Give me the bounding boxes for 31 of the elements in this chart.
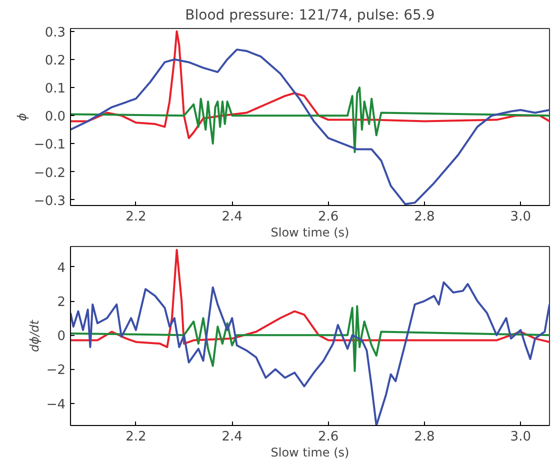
line-series — [70, 305, 550, 372]
y-tick-label: 0 — [57, 329, 66, 344]
y-tick-label: 0.0 — [44, 110, 66, 125]
x-tick-label: 2.2 — [126, 210, 146, 224]
line-series — [70, 30, 550, 140]
x-axis-title: Slow time (s) — [270, 446, 350, 460]
x-tick-label: 2.8 — [414, 430, 435, 444]
x-tick-label: 3.0 — [510, 430, 531, 444]
y-tick-label: 0.1 — [44, 82, 66, 96]
y-axis-title: ϕ — [14, 112, 29, 121]
x-axis-title: Slow time (s) — [270, 226, 350, 240]
y-tick-label: −0.2 — [34, 166, 66, 181]
y-tick-label: −2 — [46, 363, 66, 378]
x-tick-label: 2.6 — [318, 430, 339, 444]
x-tick-label: 2.2 — [126, 430, 146, 444]
line-series — [70, 248, 550, 348]
x-tick-label: 2.4 — [222, 210, 242, 224]
y-tick-label: 2 — [57, 295, 66, 310]
y-tick-label: 4 — [57, 260, 66, 276]
x-tick-label: 3.0 — [510, 210, 531, 224]
x-tick-label: 2.6 — [318, 210, 339, 224]
y-tick-label: 0.2 — [44, 53, 66, 68]
y-tick-label: −0.3 — [34, 194, 66, 209]
y-tick-label: 0.3 — [44, 25, 66, 40]
y-axis-title: dϕ/dt — [27, 318, 42, 352]
x-tick-label: 2.4 — [222, 430, 242, 444]
y-tick-label: −4 — [46, 397, 66, 412]
x-tick-label: 2.8 — [414, 210, 435, 224]
y-tick-label: −0.1 — [34, 138, 66, 153]
chart-title: Blood pressure: 121/74, pulse: 65.9 — [185, 8, 435, 24]
line-series — [70, 86, 550, 154]
